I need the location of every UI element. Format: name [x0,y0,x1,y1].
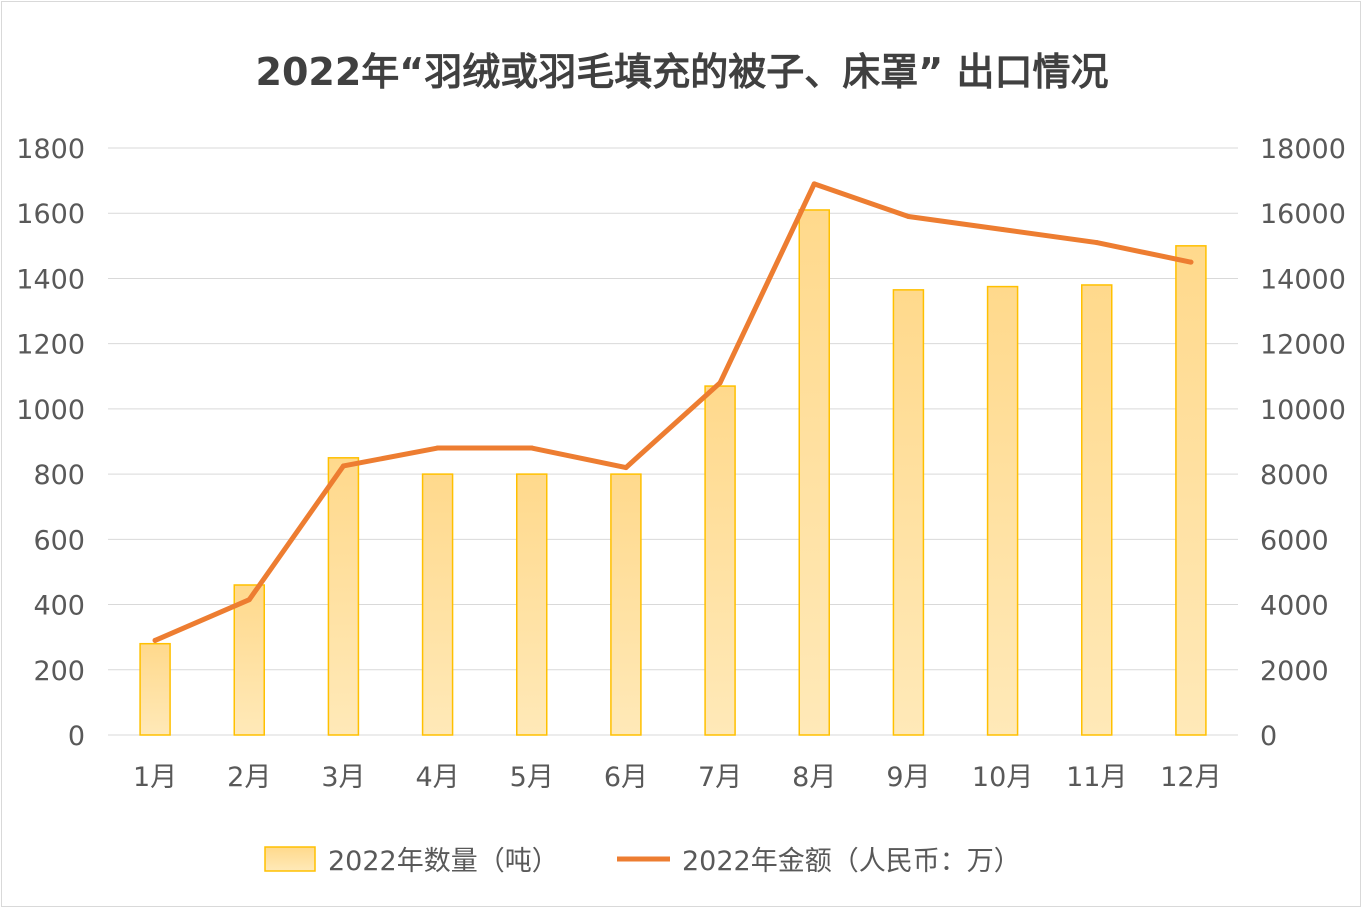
x-tick-label: 8月 [792,762,836,793]
bar-11月 [1081,284,1113,736]
y-left-tick-label: 400 [33,591,85,622]
bar-10月 [986,285,1019,736]
x-tick-label: 11月 [1066,762,1127,793]
bar-6月 [610,473,642,736]
x-tick-label: 3月 [321,762,365,793]
bar-1月 [139,642,171,736]
legend-bar-label: 2022年数量（吨） [328,846,559,877]
y-left-tick-label: 1600 [16,199,85,230]
line-point-9月 [905,213,911,219]
legend: 2022年数量（吨） 2022年金额（人民币：万） [264,846,1021,877]
bar-3月 [327,457,360,736]
legend-line-label: 2022年金额（人民币：万） [682,846,1021,877]
bar-12月 [1175,245,1207,736]
line-point-10月 [1000,227,1006,233]
line-point-1月 [152,637,158,643]
y-right-tick-label: 14000 [1260,264,1346,295]
y-left-tick-label: 600 [33,525,85,556]
x-tick-label: 9月 [886,762,930,793]
line-point-2月 [246,597,252,603]
x-tick-label: 10月 [972,762,1033,793]
bar-4月 [421,473,454,736]
line-point-6月 [623,465,629,471]
y-right-tick-label: 6000 [1260,525,1329,556]
line-point-8月 [811,181,817,187]
x-tick-label: 2月 [227,762,271,793]
line-point-12月 [1188,259,1194,265]
y-right-tick-label: 12000 [1260,330,1346,361]
y-left-tick-label: 200 [33,656,85,687]
y-right-tick-label: 10000 [1260,395,1346,426]
y-left-tick-label: 1400 [16,264,85,295]
bar-9月 [892,289,925,736]
y-left-tick-label: 0 [68,721,85,752]
y-left-tick-label: 1800 [16,134,85,165]
y-right-tick-label: 4000 [1260,591,1329,622]
amount-line [152,181,1194,643]
line-point-4月 [435,445,441,451]
line-point-3月 [340,463,346,469]
y-right-tick-label: 2000 [1260,656,1329,687]
x-tick-label: 4月 [415,762,459,793]
y-left-tick-label: 1200 [16,330,85,361]
legend-bar-swatch [264,846,316,872]
bar-7月 [704,385,736,736]
bar-5月 [516,473,548,736]
y-left-tick-label: 800 [33,460,85,491]
x-tick-label: 1月 [133,762,177,793]
y-right-tick-label: 0 [1260,721,1277,752]
x-tick-label: 7月 [698,762,742,793]
line-point-11月 [1094,240,1100,246]
x-tick-label: 6月 [604,762,648,793]
x-tick-label: 5月 [510,762,554,793]
y-right-tick-label: 18000 [1260,134,1346,165]
y-right-tick-label: 16000 [1260,199,1346,230]
line-point-5月 [529,445,535,451]
bar-2月 [233,584,265,736]
chart-title: 2022年“羽绒或羽毛填充的被子、床罩” 出口情况 [256,50,1109,94]
y-left-tick-label: 1000 [16,395,85,426]
bar-8月 [798,209,830,736]
x-tick-label: 12月 [1160,762,1221,793]
y-right-tick-label: 8000 [1260,460,1329,491]
line-point-7月 [717,380,723,386]
